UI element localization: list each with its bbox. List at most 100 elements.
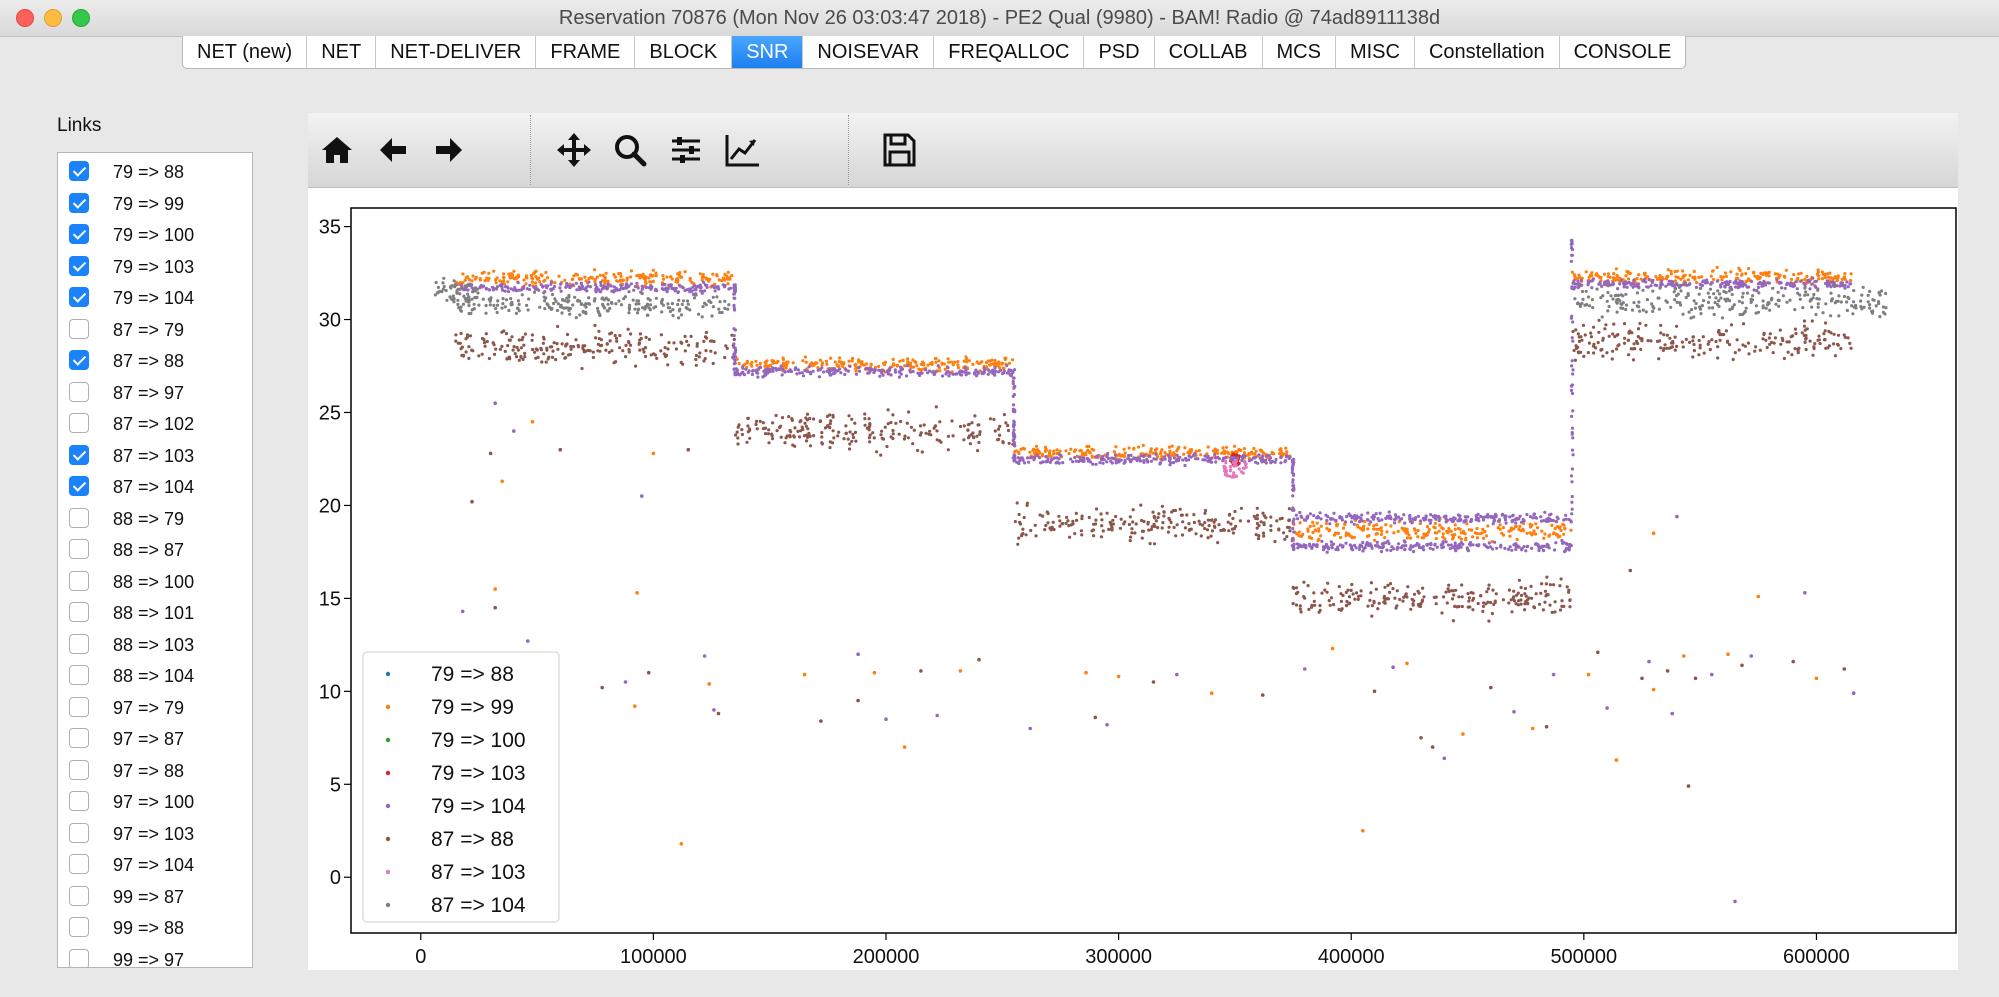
data-point — [863, 417, 867, 421]
link-item[interactable]: 88 => 79 — [58, 504, 252, 534]
link-label: 87 => 79 — [113, 319, 185, 340]
data-point — [1160, 504, 1164, 508]
link-checkbox[interactable] — [69, 759, 89, 780]
tab-net[interactable]: NET — [307, 36, 377, 68]
link-checkbox[interactable] — [69, 728, 89, 748]
link-item[interactable]: 97 => 87 — [58, 724, 252, 754]
pan-icon[interactable] — [553, 129, 595, 171]
data-point — [857, 366, 861, 370]
tab-freqalloc[interactable]: FREQALLOC — [934, 36, 1085, 68]
link-checkbox[interactable] — [69, 413, 89, 433]
link-item[interactable]: 99 => 87 — [58, 882, 252, 912]
link-checkbox[interactable] — [69, 917, 89, 937]
link-checkbox[interactable] — [69, 507, 89, 528]
link-checkbox[interactable] — [69, 948, 89, 967]
link-item[interactable]: 97 => 79 — [58, 693, 252, 723]
link-item[interactable]: 97 => 103 — [58, 819, 252, 849]
zoom-icon[interactable] — [609, 129, 651, 171]
link-checkbox[interactable] — [69, 192, 89, 213]
data-point — [906, 361, 910, 365]
tab-console[interactable]: CONSOLE — [1573, 41, 1672, 63]
link-checkbox[interactable] — [69, 476, 89, 496]
save-icon[interactable] — [878, 129, 920, 171]
link-item[interactable]: 87 => 97 — [58, 378, 252, 408]
data-point — [1303, 544, 1307, 548]
link-item[interactable]: 87 => 104 — [58, 472, 252, 502]
link-checkbox[interactable] — [69, 287, 89, 307]
link-checkbox[interactable] — [69, 602, 89, 622]
link-item[interactable]: 87 => 79 — [58, 315, 252, 345]
link-item[interactable]: 88 => 101 — [58, 598, 252, 628]
link-item[interactable]: 88 => 103 — [58, 630, 252, 660]
subplots-config-icon[interactable] — [665, 129, 707, 171]
forward-arrow-icon[interactable] — [428, 129, 470, 171]
link-checkbox[interactable] — [69, 665, 89, 685]
link-item[interactable]: 88 => 87 — [58, 535, 252, 565]
data-point — [1352, 535, 1356, 539]
snr-scatter-chart[interactable]: 0 100000 200000 300000 400000 500000 600000051… — [308, 188, 1958, 970]
tab-collab[interactable]: COLLAB — [1155, 36, 1263, 68]
tab-misc[interactable]: MISC — [1336, 36, 1415, 68]
data-point — [677, 283, 681, 287]
tab-snr[interactable]: SNR — [732, 36, 804, 68]
link-item[interactable]: 99 => 88 — [58, 913, 252, 943]
link-item[interactable]: 87 => 103 — [58, 441, 252, 471]
link-checkbox[interactable] — [69, 350, 89, 370]
data-point — [1715, 302, 1720, 307]
link-checkbox[interactable] — [69, 854, 89, 874]
link-item[interactable]: 79 => 99 — [58, 189, 252, 219]
link-item[interactable]: 87 => 88 — [58, 346, 252, 376]
data-point — [1698, 346, 1702, 350]
link-checkbox[interactable] — [69, 381, 89, 402]
link-checkbox[interactable] — [69, 885, 89, 906]
link-checkbox[interactable] — [69, 791, 89, 811]
tab-net-deliver[interactable]: NET-DELIVER — [376, 36, 537, 68]
link-item[interactable]: 79 => 100 — [58, 220, 252, 250]
link-item[interactable]: 79 => 88 — [58, 157, 252, 187]
link-checkbox[interactable] — [69, 696, 89, 717]
link-checkbox[interactable] — [69, 224, 89, 244]
data-point — [1269, 528, 1273, 532]
link-checkbox[interactable] — [69, 539, 89, 559]
edit-axis-icon[interactable] — [721, 129, 763, 171]
data-point — [1646, 285, 1650, 289]
data-point — [1255, 517, 1259, 521]
link-item[interactable]: 79 => 104 — [58, 283, 252, 313]
link-item[interactable]: 88 => 100 — [58, 567, 252, 597]
back-arrow-icon[interactable] — [372, 129, 414, 171]
link-item[interactable]: 79 => 103 — [58, 252, 252, 282]
tab-frame[interactable]: FRAME — [536, 36, 636, 68]
maximize-window-button[interactable] — [72, 9, 90, 27]
tab-constellation[interactable]: Constellation — [1415, 36, 1560, 68]
link-item[interactable]: 88 => 104 — [58, 661, 252, 691]
data-point — [732, 306, 736, 310]
tab-net-new[interactable]: NET (new) — [183, 36, 308, 68]
tab-noisevar[interactable]: NOISEVAR — [803, 36, 935, 68]
link-item[interactable]: 97 => 100 — [58, 787, 252, 817]
close-window-button[interactable] — [16, 9, 34, 27]
data-point — [1325, 518, 1329, 523]
data-point — [1151, 510, 1155, 514]
link-item[interactable]: 99 => 97 — [58, 945, 252, 967]
tab-mcs[interactable]: MCS — [1263, 36, 1336, 68]
link-item[interactable]: 97 => 104 — [58, 850, 252, 880]
link-item[interactable]: 87 => 102 — [58, 409, 252, 439]
links-list[interactable]: 79 => 88 79 => 99 79 => 100 79 => 103 79 => … — [57, 152, 253, 968]
home-icon[interactable] — [316, 129, 358, 171]
minimize-window-button[interactable] — [44, 9, 62, 27]
link-checkbox[interactable] — [69, 570, 89, 591]
link-checkbox[interactable] — [69, 255, 89, 276]
link-checkbox[interactable] — [69, 633, 89, 654]
data-point — [689, 334, 693, 338]
link-checkbox[interactable] — [69, 444, 89, 465]
link-item[interactable]: 97 => 88 — [58, 756, 252, 786]
tab-block[interactable]: BLOCK — [635, 36, 733, 68]
data-point — [1688, 340, 1692, 344]
link-checkbox[interactable] — [69, 318, 89, 339]
plot-canvas-area[interactable]: 0 100000 200000 300000 400000 500000 600000 0 5 1… — [308, 188, 1958, 970]
link-checkbox[interactable] — [69, 822, 89, 843]
data-point — [1714, 339, 1718, 344]
tab-psd[interactable]: PSD — [1084, 36, 1155, 68]
data-point — [1626, 270, 1630, 274]
link-checkbox[interactable] — [69, 161, 89, 181]
